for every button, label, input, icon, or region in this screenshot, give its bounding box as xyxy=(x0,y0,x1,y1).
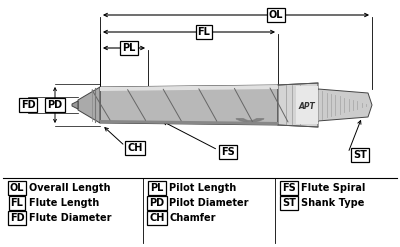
Text: PD: PD xyxy=(150,198,164,208)
Text: FS: FS xyxy=(282,183,296,193)
Text: Chamfer: Chamfer xyxy=(169,213,216,223)
Text: PL: PL xyxy=(150,183,164,193)
Text: FL: FL xyxy=(10,198,24,208)
Text: Flute Length: Flute Length xyxy=(29,198,99,208)
Polygon shape xyxy=(318,89,372,121)
Text: Overall Length: Overall Length xyxy=(29,183,110,193)
Text: FD: FD xyxy=(21,100,35,110)
Polygon shape xyxy=(72,101,78,109)
Polygon shape xyxy=(100,85,278,91)
Text: Flute Diameter: Flute Diameter xyxy=(29,213,112,223)
Text: CH: CH xyxy=(149,213,165,223)
Text: Shank Type: Shank Type xyxy=(301,198,364,208)
Bar xyxy=(296,86,318,124)
Text: Flute Spiral: Flute Spiral xyxy=(301,183,365,193)
Text: CH: CH xyxy=(127,143,143,153)
Text: PD: PD xyxy=(48,100,62,110)
Text: PL: PL xyxy=(122,43,136,53)
Text: APT: APT xyxy=(299,102,315,110)
Text: Pilot Diameter: Pilot Diameter xyxy=(169,198,248,208)
Text: FD: FD xyxy=(10,213,24,223)
Text: FL: FL xyxy=(198,27,210,37)
Polygon shape xyxy=(100,85,278,125)
Text: OL: OL xyxy=(269,10,283,20)
Text: OL: OL xyxy=(10,183,24,193)
Text: FS: FS xyxy=(221,147,235,157)
Text: ST: ST xyxy=(353,150,367,160)
Polygon shape xyxy=(100,120,278,125)
Polygon shape xyxy=(78,87,100,123)
Text: Pilot Length: Pilot Length xyxy=(169,183,236,193)
Text: ST: ST xyxy=(282,198,296,208)
Polygon shape xyxy=(278,83,318,127)
